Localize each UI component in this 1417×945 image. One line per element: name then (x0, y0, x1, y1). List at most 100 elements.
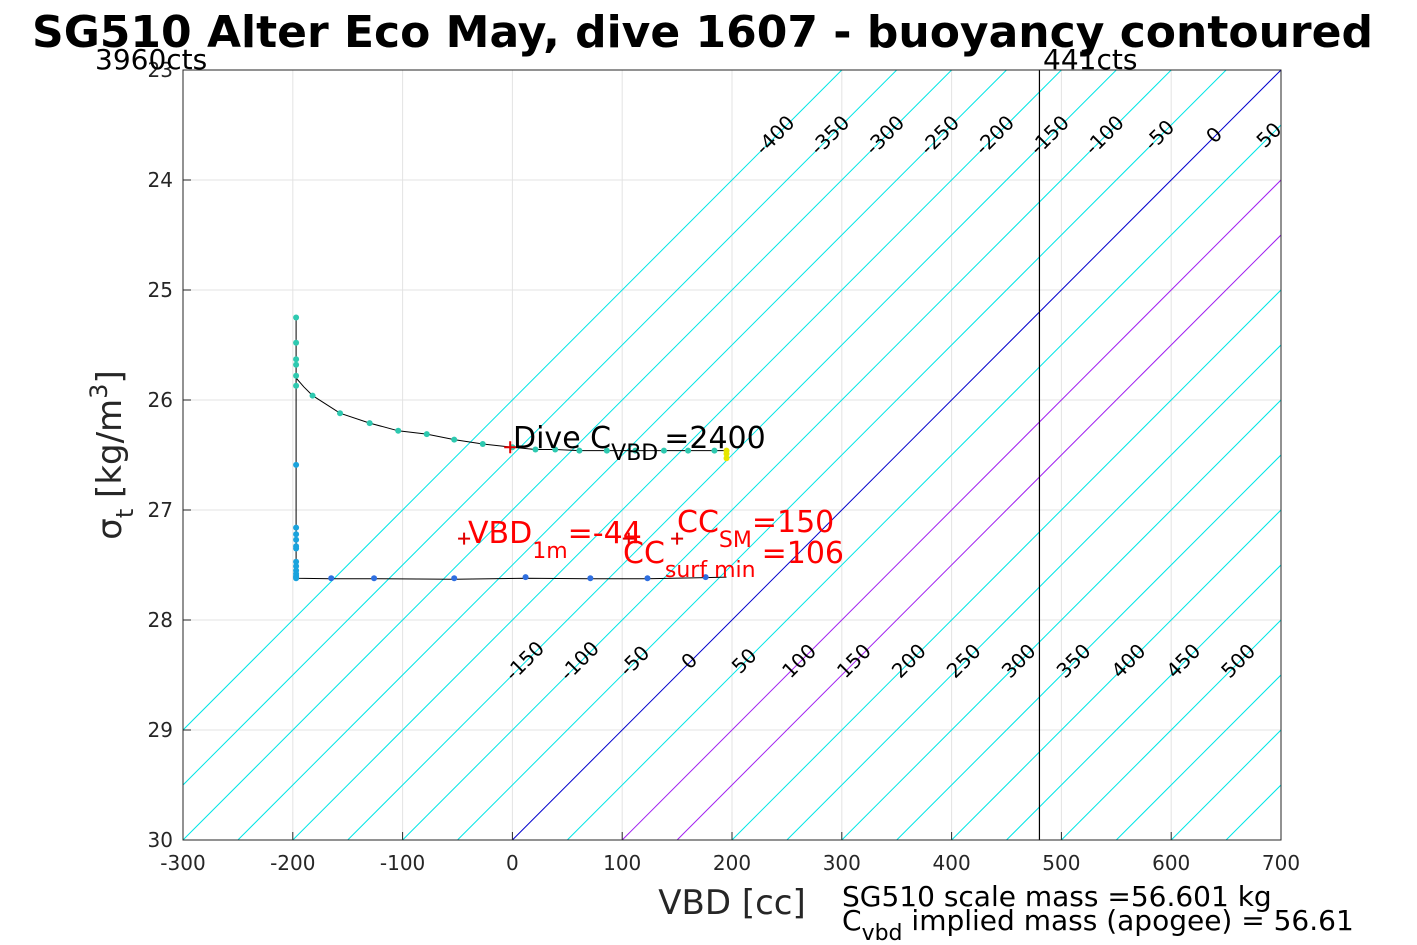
contour-line (896, 454, 1281, 840)
x-tick-label: -200 (270, 851, 315, 875)
x-axis-ticks: -300 -200 -100 0 100 200 300 400 500 600 700 (160, 832, 1300, 875)
apogee-points-point (723, 455, 730, 462)
climb-bottom-points-point (702, 574, 709, 581)
dive-points-point (293, 372, 300, 379)
contour-line (786, 344, 1281, 840)
svg-text:σt [kg/m3]: σt [kg/m3] (85, 370, 139, 539)
climb-points-point (293, 536, 300, 543)
data-points (293, 314, 730, 582)
trajectory-curve (295, 378, 727, 580)
contour-line (1115, 674, 1281, 840)
contour-line (183, 70, 843, 731)
dive-points-point (532, 446, 539, 453)
dive-points-point (685, 447, 692, 454)
dive-cvbd-marker (504, 441, 517, 454)
dive-points-point (293, 382, 300, 389)
y-tick-label: 23 (148, 58, 173, 82)
right-count-label: 441cts (1043, 43, 1137, 76)
dive-cvbd-annotation: Dive CVBD =2400 (513, 421, 766, 466)
dive-points-point (479, 441, 486, 447)
y-axis-label-close: ] (90, 370, 130, 383)
dive-points-point (293, 356, 300, 363)
climb-bottom-points-point (328, 575, 335, 582)
trajectory-curve (295, 317, 727, 452)
climb-bottom-points-point (371, 575, 378, 582)
dive-points-point (552, 446, 559, 453)
dive-points-point (660, 447, 667, 454)
x-tick-label: 0 (506, 851, 519, 875)
red-markers (458, 441, 684, 545)
y-axis-label: σt [kg/m3] (85, 370, 139, 539)
contour-line (183, 70, 898, 786)
contour-line (731, 289, 1281, 840)
contour-line (841, 399, 1281, 840)
dive-points-point (293, 339, 300, 346)
implied-mass-text: Cvbd implied mass (apogee) = 56.61 (842, 904, 1354, 945)
dive-points-point (337, 410, 344, 417)
climb-bottom-points-point (522, 574, 529, 581)
y-tick-label: 25 (148, 278, 173, 302)
contour-line (621, 179, 1281, 840)
dive-points-point (293, 314, 300, 321)
contour-line (292, 70, 1062, 840)
climb-points-point (293, 545, 300, 552)
cc-surf-min-annotation: CCsurf min =106 (623, 536, 844, 583)
cc-sm-annotation: CCSM=150 (677, 505, 834, 553)
x-axis-label: VBD [cc] (658, 883, 806, 923)
dive-points-point (309, 392, 316, 399)
contour-line (1280, 839, 1281, 840)
dive-points-point (451, 436, 458, 443)
y-tick-label: 26 (148, 388, 173, 412)
vbd-1m-marker (458, 532, 471, 545)
climb-points-point (293, 524, 300, 531)
dive-points-point (423, 431, 430, 438)
x-tick-label: 200 (713, 851, 751, 875)
y-axis-label-sub: t (111, 509, 139, 518)
x-tick-label: 300 (823, 851, 861, 875)
climb-points-point (293, 461, 300, 468)
contour-line (1336, 70, 1417, 840)
climb-bottom-points-point (644, 575, 651, 582)
contour-line (951, 509, 1281, 840)
contour-line (566, 124, 1281, 840)
contour-line (347, 70, 1117, 840)
x-tick-label: 500 (1042, 851, 1080, 875)
contour-line (1061, 619, 1281, 840)
dive-points-point (576, 447, 583, 454)
climb-points-point (293, 575, 300, 582)
apogee-points-point (723, 450, 730, 457)
contour-line (237, 70, 1007, 840)
contour-line (457, 70, 1227, 840)
y-tick-label: 28 (148, 608, 173, 632)
contour-line (1006, 564, 1281, 840)
climb-points-point (293, 563, 300, 570)
buoyancy-contours (183, 70, 1417, 840)
x-tick-label: 700 (1262, 851, 1300, 875)
dive-points-point (395, 427, 402, 434)
contour-line (402, 70, 1172, 840)
vbd-1m-annotation: VBD1m=-44 (468, 516, 642, 564)
y-axis-label-main: σ (90, 518, 130, 540)
climb-points-point (293, 531, 300, 538)
cc-sm-marker (671, 532, 684, 545)
y-tick-label: 29 (148, 718, 173, 742)
cc-surf-min-marker (622, 532, 635, 545)
climb-bottom-points-point (451, 575, 458, 582)
dive-points-point (603, 447, 610, 454)
y-tick-label: 30 (148, 828, 173, 852)
y-axis-label-sup: 3 (85, 384, 113, 399)
x-tick-label: -100 (380, 851, 425, 875)
dive-points-point (293, 361, 300, 368)
chart-title: SG510 Alter Eco May, dive 1607 - buoyanc… (32, 7, 1373, 58)
climb-points-point (293, 558, 300, 565)
y-axis-label-unit: [kg/m (90, 399, 130, 498)
contour-line (1391, 70, 1417, 840)
contour-line (512, 70, 1281, 840)
dive-points-point (366, 420, 373, 427)
x-tick-label: 600 (1152, 851, 1190, 875)
dive-points-point (711, 447, 718, 454)
contour-line (676, 234, 1281, 840)
y-tick-label: 27 (148, 498, 173, 522)
left-count-label: 3960cts (95, 43, 207, 76)
